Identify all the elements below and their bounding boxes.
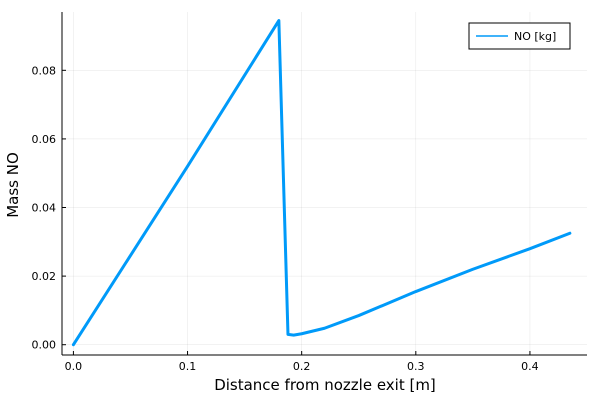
series-layer bbox=[71, 19, 572, 347]
x-tick-label: 0.4 bbox=[521, 360, 539, 373]
ticks-layer: 0.0 0.1 0.2 0.3 0.4 0.00 0.02 0.04 0.06 0.08 bbox=[32, 64, 539, 373]
y-tick-label: 0.08 bbox=[32, 64, 57, 77]
y-tick-label: 0.06 bbox=[32, 133, 57, 146]
y-axis-label: Mass NO bbox=[4, 152, 22, 218]
x-tick-label: 0.3 bbox=[407, 360, 425, 373]
x-tick-label: 0.1 bbox=[179, 360, 197, 373]
y-tick-label: 0.02 bbox=[32, 270, 57, 283]
x-tick-label: 0.0 bbox=[65, 360, 83, 373]
axes-layer bbox=[61, 12, 587, 356]
series-line-no bbox=[71, 19, 572, 347]
y-tick-label: 0.00 bbox=[32, 339, 57, 352]
legend-label-no: NO [kg] bbox=[514, 30, 556, 43]
x-axis-label: Distance from nozzle exit [m] bbox=[214, 376, 436, 394]
legend: NO [kg] bbox=[468, 22, 571, 50]
y-tick-label: 0.04 bbox=[32, 202, 57, 215]
grid-layer bbox=[62, 12, 587, 355]
x-tick-label: 0.2 bbox=[293, 360, 311, 373]
